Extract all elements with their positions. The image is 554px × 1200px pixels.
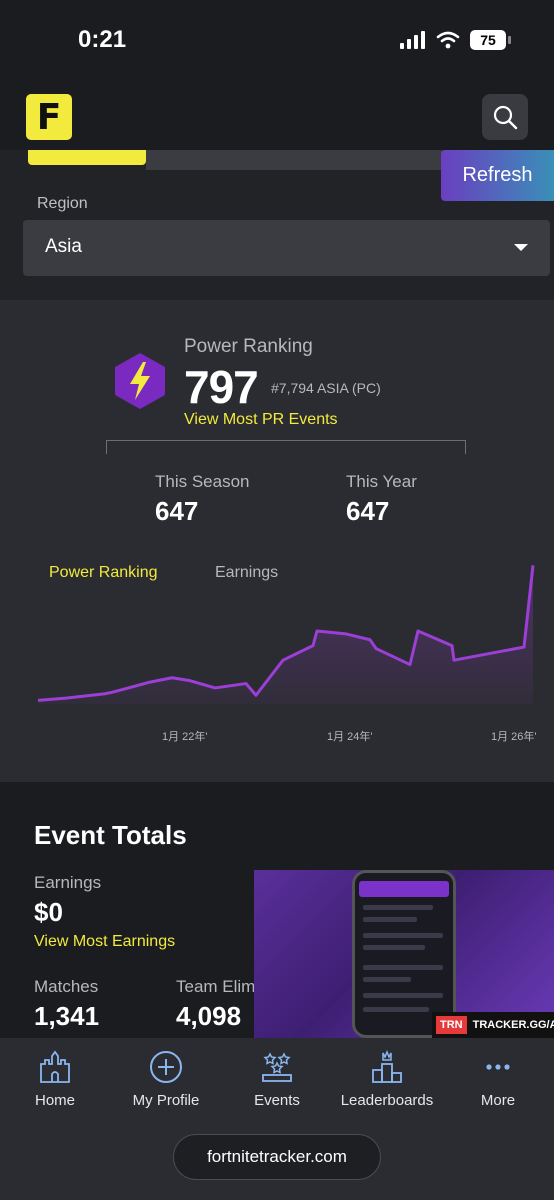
- power-ranking-title: Power Ranking: [184, 336, 313, 357]
- stats-divider: [106, 440, 466, 454]
- nav-my-profile[interactable]: My Profile: [111, 1050, 221, 1109]
- browser-url-bar[interactable]: fortnitetracker.com: [173, 1134, 381, 1180]
- bottom-nav: Home My Profile Events Leaderboards: [0, 1038, 554, 1200]
- search-button[interactable]: [482, 94, 528, 140]
- this-year-value: 647: [346, 496, 390, 526]
- status-time: 0:21: [78, 26, 127, 53]
- tab-earnings[interactable]: Earnings: [215, 564, 279, 581]
- power-ranking-value: 797: [184, 361, 259, 413]
- power-ranking-badge-icon: [115, 353, 165, 409]
- view-most-pr-events-link[interactable]: View Most PR Events: [184, 411, 338, 428]
- status-icons: 75: [400, 30, 511, 50]
- podium-icon: [372, 1050, 402, 1083]
- chart-series-line: [37, 565, 535, 702]
- ad-url: TRACKER.GG/APPS: [472, 1019, 554, 1031]
- plus-circle-icon: [150, 1051, 182, 1083]
- fortnite-logo[interactable]: F: [26, 94, 72, 140]
- nav-more-label: More: [480, 1092, 516, 1109]
- nav-events-label: Events: [254, 1092, 300, 1109]
- nav-home-label: Home: [34, 1092, 75, 1109]
- power-ranking-rank: #7,794 ASIA (PC): [271, 380, 381, 396]
- app-header: F: [0, 84, 554, 150]
- region-section: Refresh Region Asia: [0, 150, 554, 300]
- x-tick-label: 1月 26年': [491, 729, 537, 743]
- this-year-label: This Year: [346, 472, 417, 491]
- chart-area: [38, 565, 533, 704]
- status-bar: 0:21 75: [0, 0, 554, 84]
- tab-power-ranking[interactable]: Power Ranking: [49, 564, 158, 581]
- nav-my-profile-label: My Profile: [132, 1092, 200, 1109]
- region-label: Region: [37, 195, 88, 212]
- team-elims-label: Team Elim: [176, 977, 256, 996]
- nav-leaderboards[interactable]: Leaderboards: [332, 1050, 442, 1109]
- this-season-value: 647: [155, 496, 199, 526]
- signal-icon: [400, 31, 425, 49]
- matches-label: Matches: [34, 977, 99, 996]
- this-season-label: This Season: [155, 472, 250, 491]
- tracker-apps-ad[interactable]: TRN TRACKER.GG/APPS: [254, 870, 554, 1038]
- earnings-label: Earnings: [34, 873, 102, 892]
- matches-value: 1,341: [34, 1001, 100, 1031]
- team-elims-value: 4,098: [176, 1001, 242, 1031]
- power-ranking-chart: 1月 22年' 1月 24年' 1月 26年': [37, 565, 537, 743]
- power-ranking-section: Power Ranking 797 #7,794 ASIA (PC) View …: [0, 300, 554, 782]
- chevron-down-icon: [514, 244, 528, 251]
- phone-mockup-image: [352, 870, 456, 1038]
- search-icon: [493, 105, 518, 130]
- ad-tag: TRN TRACKER.GG/APPS: [432, 1012, 554, 1038]
- nav-leaderboards-label: Leaderboards: [340, 1092, 434, 1109]
- castle-icon: [40, 1050, 70, 1083]
- more-dots-icon: [486, 1064, 510, 1070]
- wifi-icon: [436, 31, 460, 49]
- battery-indicator: 75: [470, 30, 511, 50]
- nav-more[interactable]: More: [443, 1050, 553, 1109]
- event-totals-title: Event Totals: [34, 820, 187, 850]
- refresh-button[interactable]: Refresh: [441, 150, 554, 201]
- region-value: Asia: [45, 236, 82, 257]
- view-most-earnings-link[interactable]: View Most Earnings: [34, 933, 176, 950]
- progress-track: [146, 150, 442, 170]
- nav-home[interactable]: Home: [0, 1050, 110, 1109]
- earnings-value: $0: [34, 897, 63, 927]
- nav-events[interactable]: Events: [222, 1050, 332, 1109]
- events-icon: [262, 1052, 292, 1082]
- trn-logo: TRN: [436, 1016, 467, 1034]
- x-tick-label: 1月 22年': [162, 729, 208, 743]
- x-tick-label: 1月 24年': [327, 729, 373, 743]
- progress-fill: [28, 150, 146, 165]
- region-select[interactable]: Asia: [23, 220, 550, 276]
